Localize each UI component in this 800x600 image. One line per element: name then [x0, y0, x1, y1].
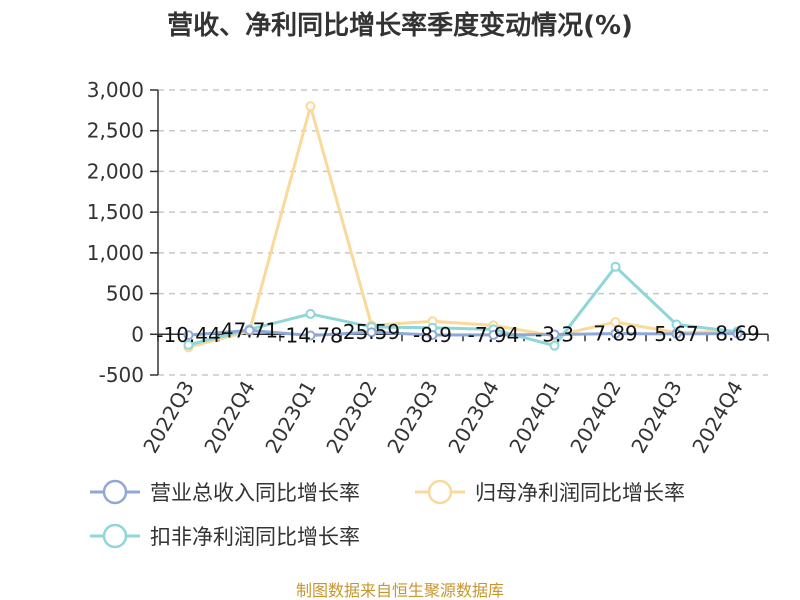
data-label: -8.9 — [413, 323, 452, 347]
data-point — [244, 325, 255, 336]
y-tick-label: 3,000 — [87, 78, 144, 102]
x-tick-label: 2022Q3 — [138, 377, 198, 458]
data-labels: -10.44 47.71 -14.78 25.59 -8.9 -7.94 -3.3 7.89 5… — [156, 318, 760, 347]
data-point — [549, 340, 560, 351]
y-tick-label: 0 — [131, 322, 144, 346]
data-label: 25.59 — [343, 320, 400, 344]
legend-marker — [102, 523, 128, 549]
data-point — [610, 317, 621, 328]
data-label: 5.67 — [654, 322, 699, 346]
data-label: 47.71 — [221, 318, 278, 342]
y-tick-label: 1,500 — [87, 200, 144, 224]
data-point — [610, 328, 621, 339]
data-point — [671, 319, 682, 330]
data-point — [366, 327, 377, 338]
x-tick-label: 2024Q2 — [565, 377, 625, 458]
source-note: 制图数据来自恒生聚源数据库 — [296, 581, 504, 600]
legend-marker — [427, 479, 453, 505]
y-axis: -500 0 500 1,000 1,500 2,000 2,500 3,000 — [87, 78, 159, 387]
data-label: -3.3 — [535, 323, 574, 347]
data-label: 7.89 — [593, 322, 638, 346]
data-label: -10.44 — [156, 323, 220, 347]
data-point — [305, 330, 316, 341]
series-line — [188, 104, 738, 349]
x-tick-label: 2023Q2 — [321, 377, 381, 458]
y-tick-label: 1,000 — [87, 241, 144, 265]
data-point — [305, 101, 316, 112]
y-tick-label: 500 — [106, 282, 144, 306]
x-tick-label: 2023Q1 — [260, 377, 320, 458]
x-tick-label: 2024Q1 — [504, 377, 564, 458]
x-tick-label: 2022Q4 — [199, 377, 259, 458]
y-tick-label: -500 — [99, 363, 144, 387]
x-tick-label: 2024Q3 — [626, 377, 686, 458]
x-axis: 2022Q3 2022Q4 2023Q1 2023Q2 2023Q3 2023Q4 2024… — [138, 333, 769, 458]
data-point — [549, 329, 560, 340]
data-point — [427, 330, 438, 341]
x-tick-label: 2024Q4 — [687, 377, 747, 458]
data-point — [488, 329, 499, 340]
data-label: -7.94 — [468, 323, 520, 347]
y-tick-label: 2,500 — [87, 119, 144, 143]
legend-label: 归母净利润同比增长率 — [475, 481, 685, 505]
data-label: -14.78 — [278, 323, 342, 347]
legend-label: 扣非净利润同比增长率 — [150, 525, 360, 549]
series-line — [188, 265, 738, 348]
series-lines — [183, 101, 743, 353]
data-point — [183, 339, 194, 350]
legend-marker — [102, 479, 128, 505]
data-point — [183, 330, 194, 341]
series-line — [188, 328, 738, 337]
x-tick-label: 2023Q4 — [443, 377, 503, 458]
data-point — [671, 328, 682, 339]
legend-label: 营业总收入同比增长率 — [150, 481, 360, 505]
data-label: 8.69 — [715, 322, 760, 346]
data-point — [305, 308, 316, 319]
y-tick-label: 2,000 — [87, 159, 144, 183]
chart-title: 营收、净利同比增长率季度变动情况(%) — [167, 10, 633, 41]
x-tick-label: 2023Q3 — [382, 377, 442, 458]
data-point — [610, 261, 621, 272]
data-point — [732, 328, 743, 339]
